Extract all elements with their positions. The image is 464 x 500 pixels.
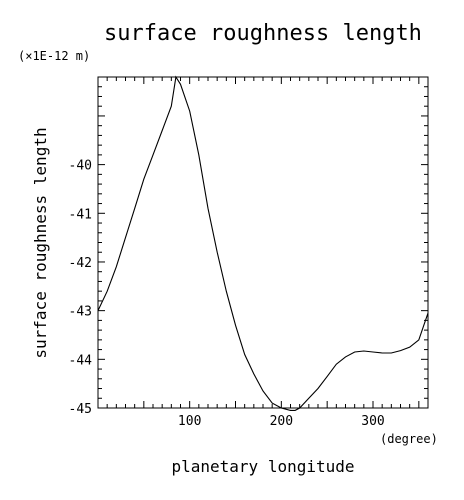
- y-tick-label: -41: [69, 207, 92, 222]
- x-tick-label: 300: [361, 414, 384, 429]
- axis-ticks: [98, 77, 428, 408]
- y-unit-label: (×1E-12 m): [18, 49, 90, 63]
- y-tick-label: -44: [69, 353, 93, 368]
- plot-frame: [97, 76, 429, 409]
- y-tick-label: -43: [69, 305, 92, 320]
- x-axis-label: planetary longitude: [171, 457, 354, 476]
- y-tick-label: -42: [69, 256, 92, 271]
- y-tick-label: -40: [69, 159, 92, 174]
- tick-labels: 100 200 300 -45 -44 -43 -42 -41 -40: [69, 159, 385, 429]
- x-tick-label: 200: [270, 414, 293, 429]
- x-tick-label: 100: [178, 414, 201, 429]
- y-axis-label: surface roughness length: [31, 127, 50, 358]
- x-unit-label: (degree): [380, 432, 438, 446]
- chart-title: surface roughness length: [104, 21, 422, 46]
- y-tick-label: -45: [69, 402, 92, 417]
- series-line: [97, 75, 429, 411]
